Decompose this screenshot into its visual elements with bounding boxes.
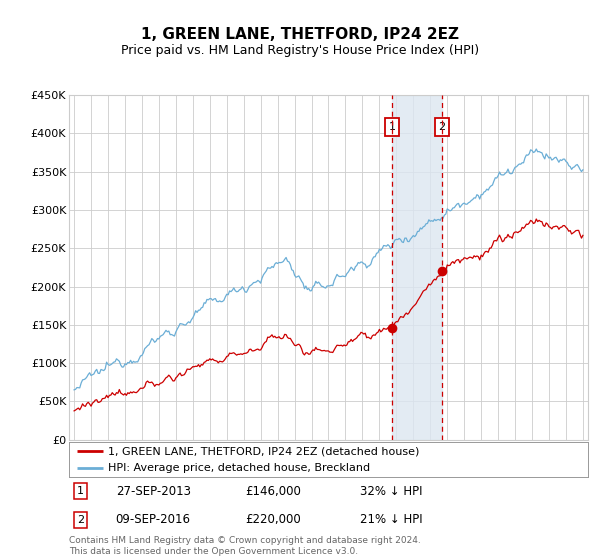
Text: 21% ↓ HPI: 21% ↓ HPI	[359, 513, 422, 526]
Text: 32% ↓ HPI: 32% ↓ HPI	[359, 485, 422, 498]
Text: 1: 1	[77, 486, 84, 496]
Text: 1: 1	[389, 122, 395, 132]
Text: £220,000: £220,000	[245, 513, 301, 526]
Text: 2: 2	[77, 515, 84, 525]
Text: 2: 2	[439, 122, 446, 132]
Text: 1, GREEN LANE, THETFORD, IP24 2EZ: 1, GREEN LANE, THETFORD, IP24 2EZ	[141, 27, 459, 42]
Text: HPI: Average price, detached house, Breckland: HPI: Average price, detached house, Brec…	[108, 463, 370, 473]
Text: 09-SEP-2016: 09-SEP-2016	[116, 513, 191, 526]
Bar	[392, 95, 442, 440]
Text: 1, GREEN LANE, THETFORD, IP24 2EZ (detached house): 1, GREEN LANE, THETFORD, IP24 2EZ (detac…	[108, 446, 419, 456]
Text: Contains HM Land Registry data © Crown copyright and database right 2024.
This d: Contains HM Land Registry data © Crown c…	[69, 536, 421, 556]
Text: 27-SEP-2013: 27-SEP-2013	[116, 485, 191, 498]
Text: Price paid vs. HM Land Registry's House Price Index (HPI): Price paid vs. HM Land Registry's House …	[121, 44, 479, 57]
Text: £146,000: £146,000	[245, 485, 301, 498]
